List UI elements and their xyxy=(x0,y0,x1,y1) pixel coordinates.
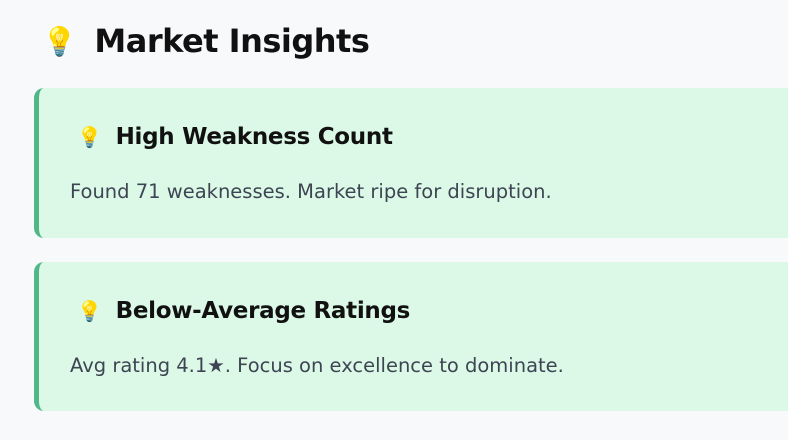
page-title-text: Market Insights xyxy=(94,22,370,60)
lightbulb-icon: 💡 xyxy=(42,24,77,58)
lightbulb-icon: 💡 xyxy=(77,299,102,323)
insight-text: Avg rating 4.1★. Focus on excellence to … xyxy=(70,354,564,377)
insight-title-text: High Weakness Count xyxy=(115,124,393,150)
lightbulb-icon: 💡 xyxy=(77,125,102,149)
insight-card: 💡 High Weakness Count Found 71 weaknesse… xyxy=(34,88,788,238)
page-title: 💡 Market Insights xyxy=(42,22,370,60)
insight-title: 💡 High Weakness Count xyxy=(77,124,393,150)
insight-title-text: Below-Average Ratings xyxy=(115,298,411,324)
insight-text: Found 71 weaknesses. Market ripe for dis… xyxy=(70,180,552,203)
insight-card: 💡 Below-Average Ratings Avg rating 4.1★.… xyxy=(34,262,788,411)
insight-title: 💡 Below-Average Ratings xyxy=(77,298,410,324)
